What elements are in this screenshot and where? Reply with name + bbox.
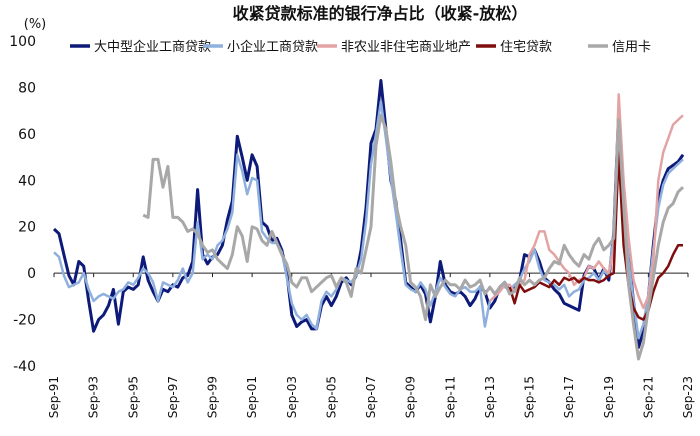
- x-tick-label: Sep-13: [483, 376, 497, 418]
- series-line-4: [508, 151, 683, 321]
- x-tick-label: Sep-91: [47, 376, 61, 418]
- x-tick-label: Sep-93: [87, 376, 101, 418]
- x-tick-label: Sep-23: [681, 376, 695, 418]
- series-line-2: [53, 100, 684, 340]
- x-tick-label: Sep-17: [562, 376, 576, 418]
- axes: -40 -20 0 20 40 60 80 100 Sep-91 Sep-93 Sep-95 Sep-…: [9, 34, 695, 418]
- x-tick-label: Sep-07: [364, 376, 378, 418]
- legend-label-3: 非农业非住宅商业地产: [341, 40, 471, 55]
- x-tick-label: Sep-15: [523, 376, 537, 418]
- y-tick-label: -40: [13, 359, 36, 375]
- y-unit-label: (%): [24, 17, 47, 32]
- y-tick-label: 100: [9, 34, 36, 50]
- y-tick-label: 0: [27, 266, 36, 282]
- chart-title: 收紧贷款标准的银行净占比（收紧-放松）: [233, 4, 528, 23]
- legend-label-4: 住宅贷款: [500, 40, 552, 55]
- series-line-5: [142, 113, 685, 361]
- x-tick-label: Sep-01: [245, 376, 259, 418]
- x-tick-label: Sep-21: [641, 376, 655, 418]
- x-tick-label: Sep-95: [126, 376, 140, 418]
- legend-label-5: 信用卡: [612, 40, 651, 55]
- legend-label-2: 小企业工商贷款: [227, 39, 318, 55]
- x-tick-label: Sep-09: [404, 376, 418, 418]
- y-tick-label: 60: [18, 127, 36, 143]
- x-tick-label: Sep-99: [206, 376, 220, 418]
- y-tick-label: 80: [18, 80, 36, 96]
- x-tick-label: Sep-97: [166, 376, 180, 418]
- x-tick-label: Sep-03: [285, 376, 299, 418]
- y-tick-label: -20: [13, 313, 36, 329]
- legend-label-1: 大中型企业工商贷款: [94, 39, 211, 55]
- y-tick-label: 40: [18, 173, 36, 189]
- x-tick-label: Sep-11: [443, 376, 457, 418]
- series-lines: [52, 79, 685, 361]
- y-tick-label: 20: [18, 220, 36, 236]
- legend: 大中型企业工商贷款 小企业工商贷款 非农业非住宅商业地产 住宅贷款 信用卡: [70, 39, 651, 55]
- x-tick-label: Sep-05: [324, 376, 338, 418]
- x-tick-label: Sep-19: [602, 376, 616, 418]
